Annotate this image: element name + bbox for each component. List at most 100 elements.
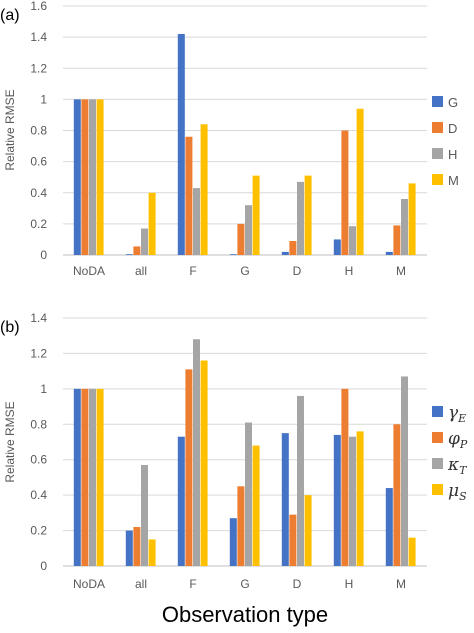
- bar-all-series-3: [141, 465, 148, 566]
- x-tick-label: all: [135, 577, 147, 591]
- y-tick-label: 1.2: [30, 346, 47, 360]
- x-tick-label: D: [293, 577, 302, 591]
- bar-f-series-2: [185, 136, 193, 255]
- bar-d-series-3: [297, 181, 304, 255]
- bar-noda-series-1: [73, 99, 81, 255]
- panel-label: (a): [0, 7, 20, 24]
- y-tick-label: 0.4: [30, 186, 47, 200]
- bar-d-series-2: [289, 240, 297, 255]
- y-tick-label: 0.8: [30, 124, 47, 138]
- bar-g-series-3: [245, 205, 252, 255]
- y-tick-label: 0.2: [30, 217, 47, 231]
- bar-g-series-3: [245, 422, 252, 566]
- bar-h-series-4: [356, 108, 364, 256]
- bar-noda-series-4: [96, 388, 104, 566]
- bar-m-series-1: [385, 251, 393, 255]
- bar-f-series-1: [177, 34, 185, 256]
- y-axis-label: Relative RMSE: [3, 401, 17, 482]
- x-tick-label: NoDA: [73, 264, 105, 278]
- legend-label: φP: [448, 429, 468, 451]
- y-tick-label: 1.4: [30, 30, 47, 44]
- bar-noda-series-1: [73, 388, 81, 566]
- bar-d-series-1: [281, 251, 289, 255]
- legend-label: H: [448, 147, 457, 162]
- x-tick-label: D: [293, 264, 302, 278]
- bar-f-series-1: [177, 436, 185, 566]
- bar-noda-series-3: [89, 388, 96, 566]
- bar-noda-series-2: [81, 99, 89, 255]
- bar-d-series-1: [281, 433, 289, 566]
- y-tick-label: 1.4: [30, 311, 47, 325]
- y-tick-label: 0.2: [30, 524, 47, 538]
- y-tick-label: 1.6: [30, 0, 47, 13]
- bar-g-series-2: [237, 486, 245, 566]
- bar-m-series-3: [401, 376, 408, 566]
- legend-label: κT: [447, 455, 468, 477]
- bar-d-series-4: [304, 175, 312, 255]
- bar-all-series-4: [148, 539, 156, 566]
- legend-label: M: [448, 173, 459, 188]
- x-axis-title: Observation type: [162, 602, 328, 627]
- bar-f-series-3: [193, 188, 200, 255]
- bar-noda-series-3: [89, 99, 96, 255]
- bar-f-series-4: [200, 124, 208, 256]
- bar-g-series-4: [252, 445, 260, 566]
- bar-all-series-1: [125, 530, 133, 566]
- bar-d-series-2: [289, 514, 297, 566]
- legend-label: D: [448, 121, 457, 136]
- bar-f-series-3: [193, 339, 200, 566]
- y-tick-label: 1.2: [30, 61, 47, 75]
- y-tick-label: 1: [40, 382, 47, 396]
- x-tick-label: F: [189, 264, 196, 278]
- legend-swatch: [432, 484, 443, 495]
- bar-h-series-1: [333, 239, 341, 255]
- bar-f-series-4: [200, 360, 208, 566]
- bar-h-series-3: [349, 226, 356, 255]
- bar-all-series-4: [148, 192, 156, 255]
- bar-m-series-2: [393, 424, 401, 566]
- legend-swatch: [432, 96, 443, 107]
- bar-g-series-1: [229, 518, 237, 566]
- bar-h-series-2: [341, 130, 349, 255]
- bar-d-series-3: [297, 395, 304, 566]
- legend-label: μS: [448, 481, 467, 503]
- x-tick-label: M: [396, 577, 406, 591]
- y-tick-label: 0.6: [30, 155, 47, 169]
- legend-swatch: [432, 174, 443, 185]
- bar-h-series-3: [349, 436, 356, 566]
- y-tick-label: 1: [40, 92, 47, 106]
- bar-all-series-2: [133, 246, 141, 255]
- bar-m-series-4: [408, 537, 416, 566]
- x-tick-label: H: [345, 577, 354, 591]
- bar-d-series-4: [304, 495, 312, 566]
- y-tick-label: 0: [40, 559, 47, 573]
- legend-swatch: [432, 406, 443, 417]
- x-tick-label: H: [345, 264, 354, 278]
- bar-h-series-2: [341, 388, 349, 566]
- y-axis-label: Relative RMSE: [3, 89, 17, 170]
- legend-label: γE: [448, 403, 466, 425]
- y-tick-label: 0: [40, 248, 47, 262]
- bar-m-series-1: [385, 488, 393, 566]
- x-tick-label: NoDA: [73, 577, 105, 591]
- panel-label: (b): [0, 319, 20, 336]
- legend-swatch: [432, 122, 443, 133]
- y-tick-label: 0.4: [30, 488, 47, 502]
- y-tick-label: 0.8: [30, 417, 47, 431]
- bar-noda-series-4: [96, 99, 104, 255]
- bar-g-series-2: [237, 223, 245, 255]
- y-tick-label: 0.6: [30, 453, 47, 467]
- chart-panel-a: 0 0.2 0.4 0.6 0.8 1 1.2 1.4 1.6 Relative RMSE (a) N…: [0, 0, 459, 278]
- x-tick-label: M: [396, 264, 406, 278]
- legend-swatch: [432, 432, 443, 443]
- bar-m-series-4: [408, 183, 416, 255]
- bar-all-series-1: [125, 254, 133, 256]
- bar-g-series-4: [252, 175, 260, 255]
- chart-panel-b: 0 0.2 0.4 0.6 0.8 1 1.2 1.4 Relative RMSE (b) NoDA…: [0, 311, 468, 627]
- legend-swatch: [432, 458, 443, 469]
- bar-h-series-1: [333, 434, 341, 566]
- legend-label: G: [448, 95, 458, 110]
- bar-noda-series-2: [81, 388, 89, 566]
- bar-m-series-3: [401, 198, 408, 255]
